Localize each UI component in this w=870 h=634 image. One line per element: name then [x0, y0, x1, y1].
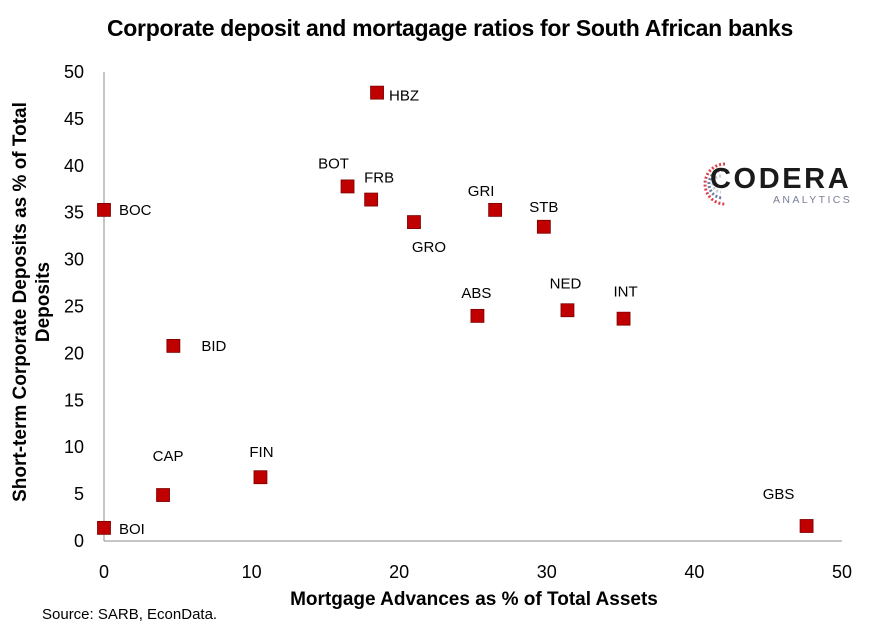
y-axis-title-line2: Deposits	[33, 262, 54, 342]
point-label-boc: BOC	[119, 202, 152, 219]
point-label-bid: BID	[201, 338, 226, 355]
data-point-boi	[97, 520, 111, 535]
x-tick-label: 10	[242, 562, 262, 582]
point-label-boi: BOI	[119, 521, 145, 538]
data-point-gbs	[799, 519, 814, 533]
logo-wordmark: CODERA	[710, 163, 852, 195]
point-label-fin: FIN	[249, 444, 273, 461]
point-label-gbs: GBS	[763, 486, 795, 503]
data-point-bot	[340, 179, 355, 194]
point-labels: HBZ BOT FRB BOC GRI GRO STB NED ABS INT BID FIN CAP G…	[119, 88, 794, 538]
point-label-stb: STB	[529, 199, 558, 216]
axes	[103, 72, 842, 542]
data-point-bid	[166, 338, 181, 353]
point-label-int: INT	[613, 284, 637, 301]
point-label-cap: CAP	[153, 448, 184, 465]
data-point-hbz	[370, 85, 384, 100]
data-point-cap	[156, 488, 170, 502]
point-label-ned: NED	[550, 275, 582, 292]
x-tick-label: 0	[99, 562, 109, 582]
y-axis-title: Short-term Corporate Deposits as % of To…	[10, 102, 54, 502]
y-tick-label: 25	[64, 297, 84, 317]
data-point-gro	[407, 215, 421, 229]
data-point-int	[616, 311, 631, 326]
y-tick-label: 30	[64, 250, 84, 270]
y-tick-label: 0	[74, 531, 84, 551]
x-axis-title: Mortgage Advances as % of Total Assets	[290, 589, 658, 610]
y-tick-label: 40	[64, 156, 84, 176]
point-label-frb: FRB	[364, 170, 394, 187]
data-point-frb	[364, 192, 379, 207]
codera-logo-icon	[703, 162, 726, 206]
y-tick-label: 20	[64, 343, 84, 363]
data-point-fin	[253, 470, 268, 485]
x-tick-label: 50	[832, 562, 852, 582]
point-label-abs: ABS	[461, 285, 491, 302]
data-point-abs	[470, 308, 485, 323]
y-tick-label: 35	[64, 203, 84, 223]
y-tick-label: 45	[64, 109, 84, 129]
point-label-gri: GRI	[468, 183, 495, 200]
point-label-hbz: HBZ	[389, 88, 419, 105]
data-point-boc	[97, 202, 111, 217]
x-tick-label: 30	[537, 562, 557, 582]
data-points	[97, 85, 814, 535]
logo-tagline: ANALYTICS	[773, 194, 853, 206]
y-tick-label: 15	[64, 390, 84, 410]
x-tick-label: 40	[684, 562, 704, 582]
chart-title: Corporate deposit and mortagage ratios f…	[107, 15, 793, 41]
y-tick-label: 5	[74, 484, 84, 504]
y-tick-label: 50	[64, 62, 84, 82]
tick-labels: 0 10 20 30 40 50 0 5 10 15 20 25 30 35 40 45 50	[64, 62, 852, 582]
y-axis-title-line1: Short-term Corporate Deposits as % of To…	[10, 102, 31, 502]
data-point-gri	[488, 202, 503, 217]
point-label-bot: BOT	[318, 155, 349, 172]
codera-analytics-logo: CODERA ANALYTICS	[697, 152, 857, 212]
point-label-gro: GRO	[412, 239, 446, 256]
data-point-stb	[536, 219, 551, 234]
source-note: Source: SARB, EconData.	[42, 606, 218, 623]
y-tick-label: 10	[64, 437, 84, 457]
x-tick-label: 20	[389, 562, 409, 582]
data-point-ned	[560, 303, 575, 318]
